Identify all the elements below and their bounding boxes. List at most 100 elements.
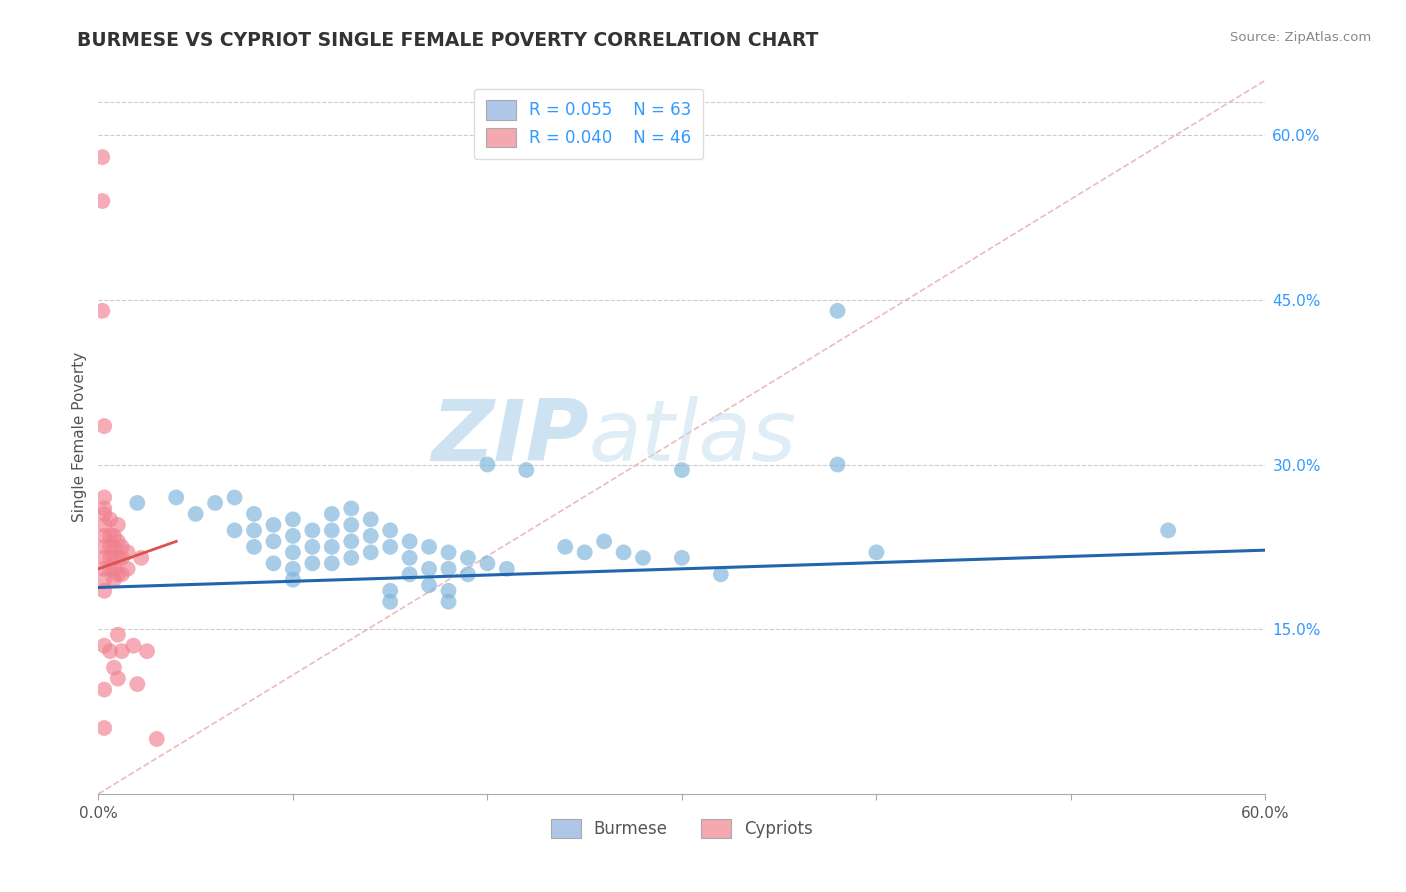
Point	[93, 491, 115, 505]
Point	[301, 540, 323, 554]
Point	[281, 545, 304, 559]
Point	[380, 583, 402, 598]
Point	[380, 540, 402, 554]
Point	[262, 534, 284, 549]
Point	[243, 540, 266, 554]
Point	[103, 660, 125, 674]
Point	[93, 517, 115, 532]
Point	[93, 562, 115, 576]
Point	[127, 496, 149, 510]
Point	[91, 303, 114, 318]
Point	[146, 731, 169, 746]
Point	[91, 150, 114, 164]
Point	[184, 507, 207, 521]
Point	[360, 529, 382, 543]
Point	[224, 524, 246, 538]
Point	[98, 540, 121, 554]
Point	[93, 583, 115, 598]
Point	[398, 534, 420, 549]
Point	[281, 529, 304, 543]
Point	[111, 550, 134, 565]
Point	[554, 540, 576, 554]
Point	[710, 567, 733, 582]
Point	[98, 562, 121, 576]
Point	[418, 562, 440, 576]
Point	[380, 524, 402, 538]
Point	[129, 550, 152, 565]
Point	[122, 639, 145, 653]
Point	[136, 644, 159, 658]
Point	[281, 573, 304, 587]
Point	[165, 491, 187, 505]
Point	[107, 672, 129, 686]
Point	[301, 524, 323, 538]
Point	[93, 507, 115, 521]
Point	[321, 557, 343, 571]
Point	[437, 595, 460, 609]
Point	[827, 458, 849, 472]
Point	[671, 550, 693, 565]
Point	[107, 628, 129, 642]
Point	[321, 507, 343, 521]
Point	[93, 682, 115, 697]
Point	[281, 512, 304, 526]
Point	[398, 567, 420, 582]
Point	[437, 583, 460, 598]
Point	[593, 534, 616, 549]
Point	[613, 545, 636, 559]
Point	[262, 557, 284, 571]
Point	[1157, 524, 1180, 538]
Point	[98, 512, 121, 526]
Text: BURMESE VS CYPRIOT SINGLE FEMALE POVERTY CORRELATION CHART: BURMESE VS CYPRIOT SINGLE FEMALE POVERTY…	[77, 31, 818, 50]
Point	[281, 562, 304, 576]
Point	[243, 507, 266, 521]
Point	[340, 534, 363, 549]
Point	[321, 540, 343, 554]
Point	[93, 540, 115, 554]
Point	[398, 550, 420, 565]
Point	[360, 545, 382, 559]
Point	[262, 517, 284, 532]
Point	[111, 540, 134, 554]
Point	[93, 639, 115, 653]
Point	[418, 578, 440, 592]
Point	[127, 677, 149, 691]
Point	[340, 517, 363, 532]
Point	[243, 524, 266, 538]
Point	[827, 303, 849, 318]
Point	[103, 529, 125, 543]
Point	[477, 458, 499, 472]
Point	[477, 557, 499, 571]
Point	[107, 517, 129, 532]
Text: atlas: atlas	[589, 395, 797, 479]
Point	[103, 573, 125, 587]
Point	[418, 540, 440, 554]
Legend: Burmese, Cypriots: Burmese, Cypriots	[538, 807, 825, 850]
Point	[107, 550, 129, 565]
Point	[98, 529, 121, 543]
Point	[103, 562, 125, 576]
Point	[93, 501, 115, 516]
Point	[117, 562, 139, 576]
Point	[103, 540, 125, 554]
Point	[103, 550, 125, 565]
Point	[865, 545, 887, 559]
Point	[93, 529, 115, 543]
Point	[107, 534, 129, 549]
Point	[224, 491, 246, 505]
Point	[671, 463, 693, 477]
Point	[437, 545, 460, 559]
Point	[93, 550, 115, 565]
Point	[98, 644, 121, 658]
Point	[93, 419, 115, 434]
Point	[437, 562, 460, 576]
Point	[457, 567, 479, 582]
Point	[117, 545, 139, 559]
Point	[360, 512, 382, 526]
Text: Source: ZipAtlas.com: Source: ZipAtlas.com	[1230, 31, 1371, 45]
Y-axis label: Single Female Poverty: Single Female Poverty	[72, 352, 87, 522]
Point	[380, 595, 402, 609]
Text: ZIP: ZIP	[430, 395, 589, 479]
Point	[98, 550, 121, 565]
Point	[340, 550, 363, 565]
